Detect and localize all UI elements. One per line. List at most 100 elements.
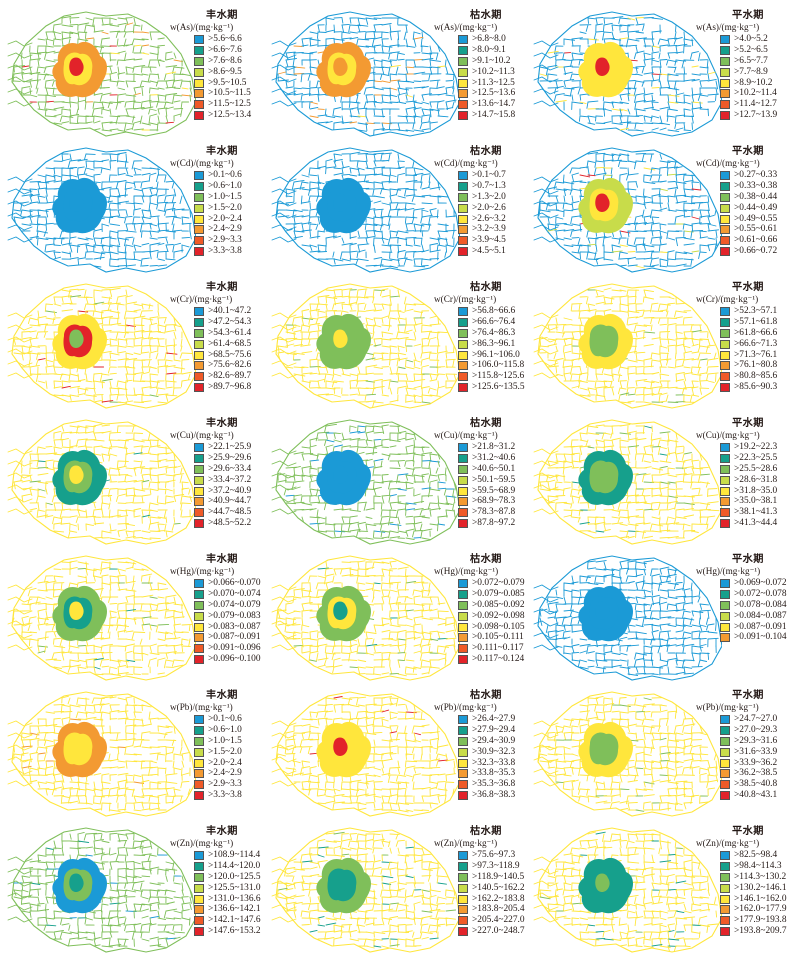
river-segment xyxy=(414,461,415,466)
river-segment xyxy=(430,102,431,107)
river-segment xyxy=(414,168,423,170)
legend-range: >8.6~9.5 xyxy=(208,67,242,78)
river-segment xyxy=(158,339,159,346)
river-segment xyxy=(398,53,405,54)
river-segment xyxy=(134,182,135,188)
river-segment xyxy=(110,454,117,456)
river-segment xyxy=(134,252,135,258)
river-segment xyxy=(85,252,86,257)
river-segment xyxy=(382,304,384,309)
river-segment xyxy=(125,53,127,61)
legend-swatch xyxy=(458,35,468,44)
river-segment xyxy=(366,431,374,433)
river-segment xyxy=(421,353,422,358)
river-segment xyxy=(644,245,646,250)
river-segment xyxy=(676,115,685,116)
river-segment xyxy=(398,325,399,333)
river-segment xyxy=(334,381,344,382)
legend-swatch xyxy=(458,351,468,360)
river-segment xyxy=(358,18,365,19)
river-segment xyxy=(110,394,118,395)
river-segment xyxy=(422,102,429,104)
legend-swatch xyxy=(458,236,468,245)
river-segment xyxy=(684,175,695,176)
river-segment xyxy=(118,494,126,496)
river-segment xyxy=(30,468,38,469)
river-segment xyxy=(374,25,376,31)
river-segment xyxy=(374,154,375,161)
river-segment xyxy=(166,81,168,87)
river-segment xyxy=(54,367,55,373)
river-segment xyxy=(604,311,605,316)
legend-item: >0.55~0.61 xyxy=(696,224,793,235)
legend-swatch xyxy=(458,225,468,234)
river-segment xyxy=(634,238,636,244)
river-segment xyxy=(564,238,571,239)
river-segment xyxy=(134,325,135,330)
river-segment xyxy=(373,482,374,489)
river-segment xyxy=(158,346,164,347)
river-segment xyxy=(36,360,38,366)
river-segment xyxy=(660,359,671,360)
river-segment xyxy=(636,130,643,131)
legend-swatch xyxy=(194,465,204,474)
river-segment xyxy=(54,304,61,306)
river-segment xyxy=(118,60,125,61)
legend-item: >61.8~66.6 xyxy=(696,328,793,339)
legend-swatch xyxy=(720,372,730,381)
river-segment xyxy=(571,217,572,224)
river-segment xyxy=(374,102,382,103)
river-segment xyxy=(652,39,654,47)
river-segment xyxy=(38,503,39,509)
river-segment xyxy=(404,259,406,265)
river-segment xyxy=(596,123,605,124)
river-segment xyxy=(38,102,40,109)
river-segment xyxy=(117,461,118,468)
river-segment xyxy=(102,88,109,89)
legend-item: >56.8~66.6 xyxy=(434,306,534,317)
river-segment xyxy=(148,433,150,440)
river-segment xyxy=(578,245,580,253)
river-segment xyxy=(644,203,646,209)
legend-item: >66.6~76.4 xyxy=(434,317,534,328)
river-segment xyxy=(118,18,126,19)
river-segment xyxy=(46,46,53,47)
legend-range: >9.1~10.2 xyxy=(472,56,510,67)
river-segment xyxy=(620,381,622,388)
river-segment xyxy=(166,245,168,252)
river-segment xyxy=(612,238,620,239)
legend-item: >2.4~2.9 xyxy=(170,224,270,235)
legend-item: >2.0~2.6 xyxy=(434,203,534,214)
river-segment xyxy=(660,367,661,373)
river-segment xyxy=(636,360,643,361)
river-segment xyxy=(62,32,63,39)
river-segment xyxy=(430,122,438,123)
river-segment xyxy=(643,311,644,316)
river-segment xyxy=(422,210,428,212)
river-segment xyxy=(165,210,166,215)
legend-item: >0.1~0.7 xyxy=(434,170,534,181)
river-segment xyxy=(342,174,350,175)
river-segment xyxy=(126,210,127,216)
river-segment xyxy=(126,290,127,296)
river-segment xyxy=(142,266,148,267)
river-segment xyxy=(358,231,359,237)
legend-swatch xyxy=(194,340,204,349)
river-segment xyxy=(389,318,390,326)
river-segment xyxy=(149,360,150,366)
river-segment xyxy=(62,503,63,509)
river-segment xyxy=(302,224,303,231)
river-segment xyxy=(390,196,392,203)
river-segment xyxy=(668,367,675,368)
river-segment xyxy=(150,522,159,524)
river-segment xyxy=(564,346,565,352)
legend-range: >71.3~76.1 xyxy=(734,350,777,361)
river-segment xyxy=(350,168,351,173)
legend-item: >52.3~57.1 xyxy=(696,306,793,317)
river-segment xyxy=(563,203,564,209)
river-segment xyxy=(579,304,580,311)
river-segment xyxy=(318,496,320,502)
river-segment xyxy=(636,46,638,53)
river-segment xyxy=(564,224,572,225)
